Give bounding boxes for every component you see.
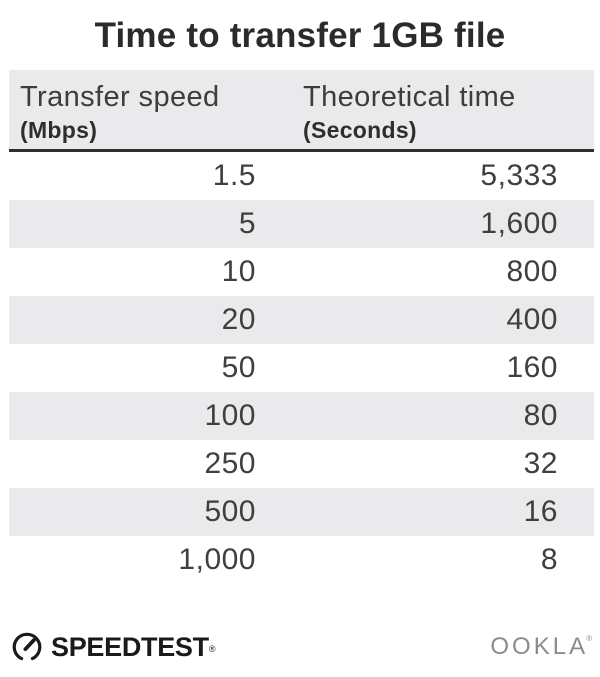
- table-row: 1.5 5,333: [9, 152, 594, 200]
- transfer-time-table: Transfer speed (Mbps) Theoretical time (…: [9, 70, 594, 584]
- page-title: Time to transfer 1GB file: [94, 16, 506, 55]
- column-header-time: Theoretical time (Seconds): [256, 79, 594, 149]
- table-row: 10 800: [9, 248, 594, 296]
- speed-cell: 500: [204, 495, 256, 528]
- speedtest-logo: SPEEDTEST ®: [10, 630, 215, 664]
- time-cell: 16: [523, 495, 558, 528]
- time-cell: 32: [523, 447, 558, 480]
- table-row: 20 400: [9, 296, 594, 344]
- time-cell: 1,600: [480, 207, 558, 240]
- time-cell: 400: [506, 303, 558, 336]
- column-label-speed: Transfer speed: [20, 81, 220, 113]
- table-body: 1.5 5,333 5 1,600 10 800 20 400 50 160 1…: [9, 152, 594, 584]
- time-cell: 80: [523, 399, 558, 432]
- speed-cell: 10: [221, 255, 256, 288]
- ookla-logo: OOKLA®: [490, 633, 594, 661]
- column-header-speed: Transfer speed (Mbps): [9, 79, 256, 149]
- speed-cell: 50: [221, 351, 256, 384]
- speedometer-gauge-icon: [12, 632, 42, 661]
- speed-cell: 100: [204, 399, 256, 432]
- ookla-wordmark: OOKLA: [490, 633, 589, 660]
- speed-cell: 5: [238, 207, 256, 240]
- time-cell: 8: [540, 543, 558, 576]
- speed-cell: 1.5: [212, 159, 256, 192]
- table-row: 250 32: [9, 440, 594, 488]
- table-header: Transfer speed (Mbps) Theoretical time (…: [9, 70, 594, 152]
- speed-cell: 250: [204, 447, 256, 480]
- speedtest-wordmark: SPEEDTEST: [51, 631, 209, 662]
- speedtest-registered-mark: ®: [208, 644, 216, 654]
- table-row: 500 16: [9, 488, 594, 536]
- table-row: 5 1,600: [9, 200, 594, 248]
- speed-cell: 1,000: [178, 543, 256, 576]
- time-cell: 800: [506, 255, 558, 288]
- time-cell: 160: [506, 351, 558, 384]
- time-cell: 5,333: [480, 159, 558, 192]
- column-unit-speed: (Mbps): [20, 117, 98, 143]
- table-row: 1,000 8: [9, 536, 594, 584]
- ookla-registered-mark: ®: [586, 634, 592, 643]
- speed-cell: 20: [221, 303, 256, 336]
- table-row: 50 160: [9, 344, 594, 392]
- table-row: 100 80: [9, 392, 594, 440]
- column-label-time: Theoretical time: [303, 81, 516, 113]
- column-unit-time: (Seconds): [303, 117, 417, 143]
- footer: SPEEDTEST ® OOKLA®: [10, 630, 594, 664]
